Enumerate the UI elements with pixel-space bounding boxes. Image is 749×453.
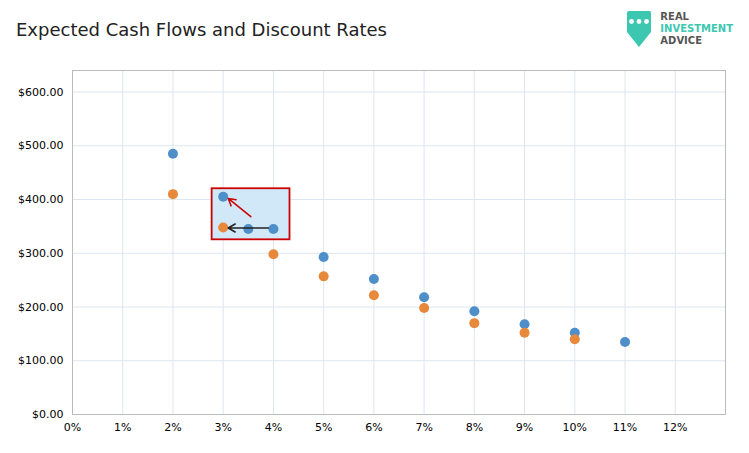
svg-text:$500.00: $500.00 bbox=[18, 139, 64, 152]
svg-text:$400.00: $400.00 bbox=[18, 193, 64, 206]
svg-text:2%: 2% bbox=[164, 421, 181, 434]
svg-text:$0.00: $0.00 bbox=[32, 408, 64, 421]
html-text:REAL: REAL bbox=[660, 11, 689, 22]
svg-text:$100.00: $100.00 bbox=[18, 354, 64, 367]
svg-text:$200.00: $200.00 bbox=[18, 301, 64, 314]
svg-text:$600.00: $600.00 bbox=[18, 86, 64, 99]
svg-text:11%: 11% bbox=[613, 421, 637, 434]
html-text:INVESTMENT: INVESTMENT bbox=[660, 23, 733, 34]
svg-text:5%: 5% bbox=[315, 421, 332, 434]
html-text:ADVICE: ADVICE bbox=[660, 35, 702, 46]
svg-text:1%: 1% bbox=[114, 421, 131, 434]
svg-text:7%: 7% bbox=[415, 421, 432, 434]
svg-text:4%: 4% bbox=[265, 421, 282, 434]
svg-text:3%: 3% bbox=[214, 421, 231, 434]
svg-text:$300.00: $300.00 bbox=[18, 247, 64, 260]
html-text:Expected Cash Flows and Discou: Expected Cash Flows and Discount Rates bbox=[16, 18, 387, 40]
svg-text:6%: 6% bbox=[365, 421, 382, 434]
svg-text:0%: 0% bbox=[64, 421, 81, 434]
svg-text:8%: 8% bbox=[466, 421, 483, 434]
svg-text:12%: 12% bbox=[663, 421, 687, 434]
svg-text:9%: 9% bbox=[516, 421, 533, 434]
svg-text:10%: 10% bbox=[563, 421, 587, 434]
